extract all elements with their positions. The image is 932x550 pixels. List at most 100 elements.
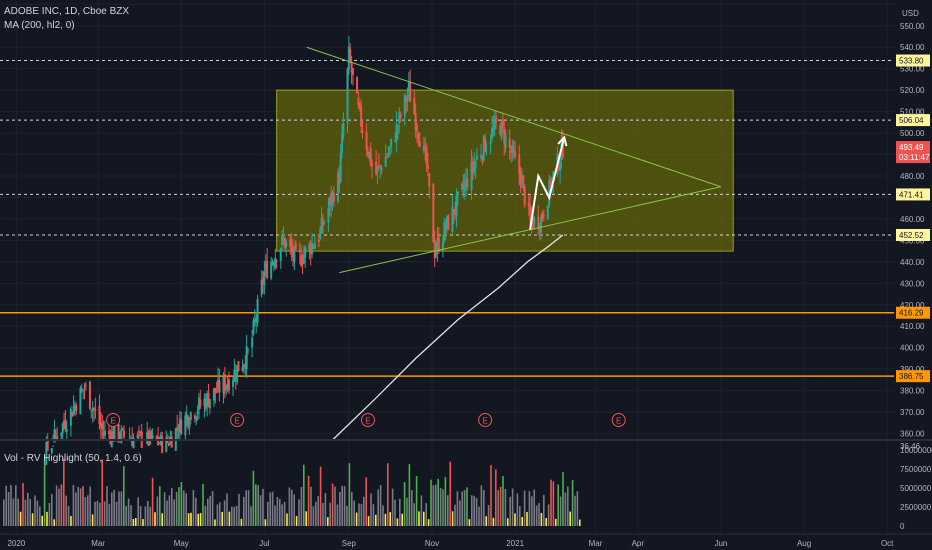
candle-body	[485, 148, 488, 150]
volume-bar	[363, 496, 365, 526]
volume-legend[interactable]: Vol - RV Highlight (50, 1.4, 0.6)	[4, 453, 142, 464]
candle-body	[356, 77, 359, 94]
candle-body	[376, 166, 379, 173]
candle-body	[178, 418, 181, 433]
volume-bar	[427, 519, 430, 526]
price-tag-box[interactable]	[896, 228, 930, 241]
volume-bar	[312, 506, 315, 526]
candle-body	[281, 235, 284, 245]
volume-bar	[519, 506, 521, 526]
volume-axis[interactable]: 10000000 7500000 5000000 2500000 0 36.46	[900, 442, 932, 531]
candle-body	[347, 46, 350, 70]
candle-body	[386, 156, 389, 158]
volume-bar	[276, 497, 279, 526]
volume-bar	[286, 513, 288, 526]
volume-bar	[63, 458, 65, 526]
candle-body	[523, 185, 526, 205]
time-axis[interactable]: 2020 Mar May Jul Sep Nov 2021 Mar Apr Jun Aug Oct	[0, 533, 932, 548]
candle-body	[384, 156, 387, 167]
drawings	[306, 46, 722, 274]
volume-bar	[531, 496, 533, 526]
volume-bar	[207, 498, 209, 526]
volume-bar	[139, 506, 142, 526]
volume-bar	[233, 506, 235, 526]
earnings-marker-icon[interactable]	[611, 413, 626, 427]
candle-body	[437, 236, 440, 252]
volume-bar	[34, 495, 36, 526]
candle-body	[237, 361, 240, 372]
symbol-legend[interactable]: ADOBE INC, 1D, Cboe BZX	[4, 6, 129, 17]
candle-body	[255, 318, 258, 322]
candle-body	[361, 130, 364, 133]
volume-bar	[91, 514, 94, 526]
price-tag-label: 416.29	[899, 309, 924, 318]
indicator-title[interactable]: MA (200, hl2, 0)	[4, 20, 75, 31]
candle-body	[520, 177, 523, 188]
earnings-marker-icon[interactable]	[230, 413, 245, 427]
price-tag-label: 533.80	[899, 57, 924, 66]
volume-bar	[259, 495, 262, 526]
volume-bar	[408, 464, 411, 526]
volume-bar	[161, 513, 163, 526]
candle-body	[131, 438, 134, 447]
candle-body	[84, 385, 87, 387]
candle-body	[456, 191, 459, 196]
time-tick-label: Sep	[342, 539, 357, 548]
candle-body	[330, 193, 333, 205]
candle-body	[447, 215, 450, 230]
volume-bar	[468, 519, 471, 526]
candle-body	[112, 431, 115, 442]
volume-bar	[178, 487, 180, 526]
projection-path[interactable]	[529, 137, 566, 230]
symbol-title[interactable]: ADOBE INC, 1D, Cboe BZX	[4, 6, 130, 17]
volume-bar	[324, 493, 327, 526]
volume-bar	[202, 483, 204, 526]
upper-trendline[interactable]	[306, 46, 722, 188]
volume-bar	[418, 511, 420, 526]
candle-body	[511, 145, 514, 152]
indicator-legend[interactable]: MA (200, hl2, 0)	[4, 20, 75, 31]
volume-bar	[211, 491, 214, 526]
volume-bar	[17, 498, 19, 526]
candle-body	[541, 213, 544, 218]
volume-bar	[358, 503, 360, 526]
consolidation-box[interactable]	[276, 89, 734, 252]
volume-bar	[353, 500, 355, 526]
price-tag-box[interactable]	[896, 151, 930, 164]
volume-bar	[310, 486, 312, 526]
price-tag-box[interactable]	[896, 188, 930, 201]
candle-body	[52, 445, 55, 447]
volume-bar	[24, 499, 27, 526]
volume-bar	[106, 486, 108, 526]
candle-body	[398, 112, 401, 124]
earnings-marker-icon[interactable]	[106, 413, 121, 427]
candle-body	[514, 152, 517, 157]
earnings-marker-icon[interactable]	[478, 413, 493, 427]
volume-bar	[411, 490, 413, 526]
price-tag-box[interactable]	[896, 114, 930, 127]
volume-bar	[377, 489, 379, 526]
candle-body	[203, 399, 206, 407]
volume-bar	[151, 477, 154, 526]
candle-body	[529, 205, 532, 220]
volume-bar	[118, 491, 120, 526]
candle-body	[108, 431, 111, 435]
candle-body	[64, 421, 67, 429]
price-tag-box[interactable]	[896, 306, 930, 319]
price-tag-box[interactable]	[896, 54, 930, 67]
volume-bar	[463, 490, 466, 526]
price-tag-box[interactable]	[896, 141, 930, 154]
volume-bar	[271, 491, 274, 526]
candle-body	[83, 387, 86, 389]
candle-body	[285, 241, 288, 247]
candle-body	[519, 170, 522, 185]
ma-200-line[interactable]	[332, 234, 564, 441]
volume-bar	[382, 505, 384, 526]
price-tag-box[interactable]	[896, 370, 930, 383]
time-tick-label: Jun	[714, 539, 727, 548]
volume-bar	[262, 488, 264, 526]
volume-indicator-title[interactable]: Vol - RV Highlight (50, 1.4, 0.6)	[4, 453, 142, 464]
earnings-marker-icon[interactable]	[360, 413, 375, 427]
volume-bar	[367, 516, 370, 526]
